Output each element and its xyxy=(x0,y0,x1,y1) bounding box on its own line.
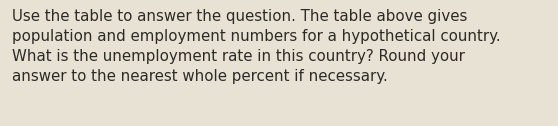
Text: Use the table to answer the question. The table above gives
population and emplo: Use the table to answer the question. Th… xyxy=(12,9,501,84)
